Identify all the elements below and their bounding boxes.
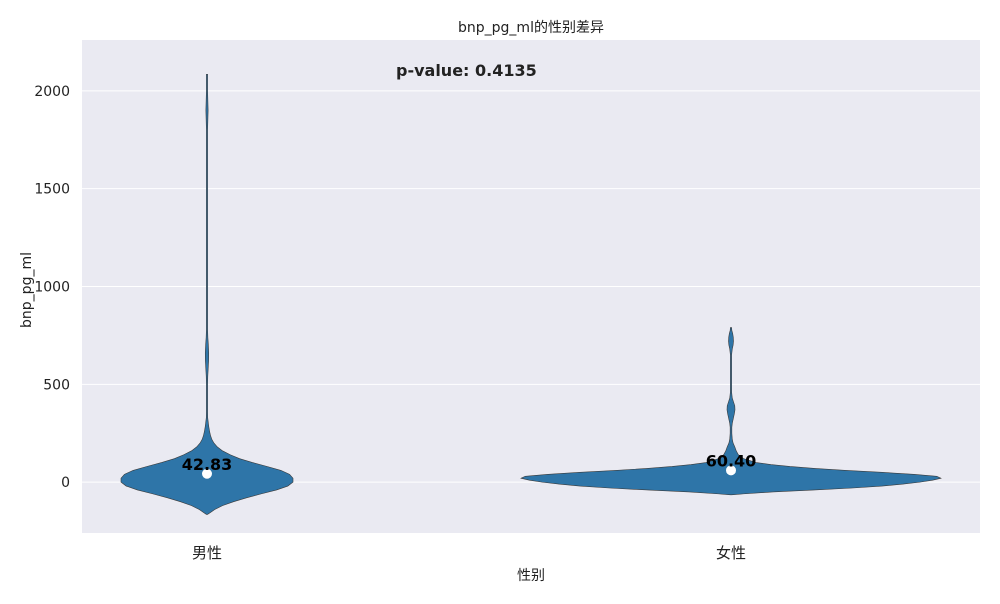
violin-layer: 42.83 60.40 [120,73,942,515]
median-marker [202,468,212,479]
y-tick-label: 1500 [34,182,70,198]
y-tick-label: 500 [43,377,70,393]
x-axis-title: 性别 [517,568,545,584]
x-category-label: 男性 [192,544,222,562]
median-value-label: 60.40 [706,451,757,470]
y-tick-label: 0 [61,475,70,491]
y-tick-labels: 0 500 1000 1500 2000 [34,84,70,491]
y-tick-label: 1000 [34,280,70,296]
violin-body [120,73,294,515]
chart-title: bnp_pg_ml的性别差异 [458,20,604,36]
x-category-label: 女性 [716,544,746,562]
median-value-label: 42.83 [182,455,233,474]
y-tick-label: 2000 [34,84,70,100]
violin-body [520,327,942,496]
y-axis-title: bnp_pg_ml [19,252,35,328]
x-category-labels: 男性 女性 [192,544,746,562]
median-marker [726,465,736,476]
p-value-annotation: p-value: 0.4135 [396,61,537,80]
